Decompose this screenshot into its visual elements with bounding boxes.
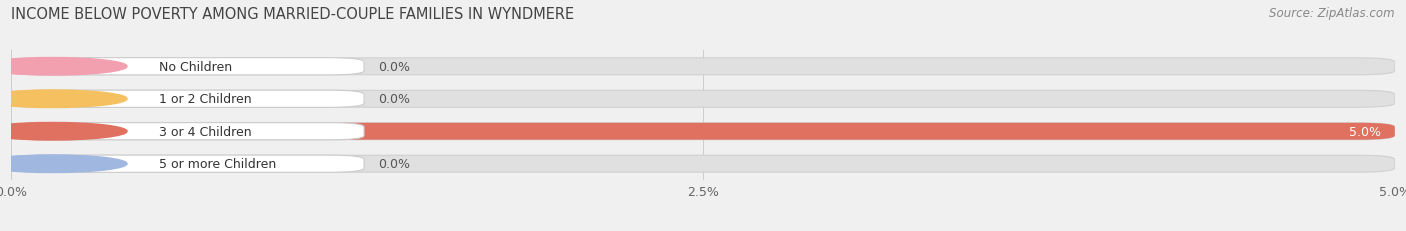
Circle shape: [0, 123, 127, 140]
Text: 5 or more Children: 5 or more Children: [159, 158, 277, 170]
Circle shape: [0, 58, 127, 76]
Text: INCOME BELOW POVERTY AMONG MARRIED-COUPLE FAMILIES IN WYNDMERE: INCOME BELOW POVERTY AMONG MARRIED-COUPL…: [11, 7, 575, 22]
FancyBboxPatch shape: [11, 59, 1395, 75]
FancyBboxPatch shape: [11, 123, 1395, 140]
Text: 0.0%: 0.0%: [378, 61, 411, 73]
FancyBboxPatch shape: [11, 123, 364, 140]
FancyBboxPatch shape: [11, 123, 1395, 140]
Text: 0.0%: 0.0%: [378, 93, 411, 106]
Text: No Children: No Children: [159, 61, 232, 73]
FancyBboxPatch shape: [11, 156, 1395, 172]
Text: 0.0%: 0.0%: [378, 158, 411, 170]
Text: Source: ZipAtlas.com: Source: ZipAtlas.com: [1270, 7, 1395, 20]
FancyBboxPatch shape: [11, 91, 55, 108]
Text: 5.0%: 5.0%: [1348, 125, 1381, 138]
Circle shape: [0, 155, 127, 173]
FancyBboxPatch shape: [11, 59, 55, 75]
FancyBboxPatch shape: [11, 155, 364, 173]
FancyBboxPatch shape: [11, 58, 364, 76]
FancyBboxPatch shape: [11, 91, 364, 108]
FancyBboxPatch shape: [11, 91, 1395, 108]
FancyBboxPatch shape: [11, 156, 55, 172]
Text: 3 or 4 Children: 3 or 4 Children: [159, 125, 252, 138]
Circle shape: [0, 91, 127, 108]
Text: 1 or 2 Children: 1 or 2 Children: [159, 93, 252, 106]
